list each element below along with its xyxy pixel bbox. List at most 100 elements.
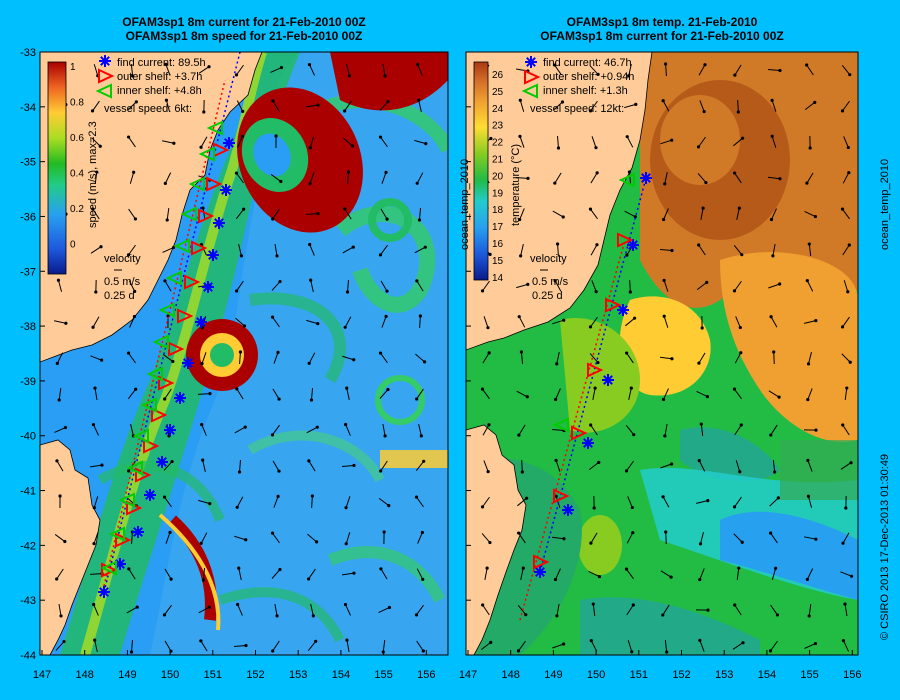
right-legend-find-current: find current: 46.7h xyxy=(543,57,632,69)
velocity-arrow xyxy=(804,643,816,649)
velocity-arrow xyxy=(732,642,744,650)
left-colorbar-tick: 0.4 xyxy=(70,169,84,180)
velocity-arrow-head xyxy=(630,505,634,510)
velocity-arrow-head xyxy=(165,218,169,222)
velocity-arrow xyxy=(770,532,778,544)
velocity-arrow-head xyxy=(383,74,387,78)
velocity-arrow xyxy=(128,244,136,256)
velocity-arrow-head xyxy=(778,282,782,286)
velocity-arrow-head xyxy=(164,62,168,66)
velocity-arrow xyxy=(842,172,850,184)
inner-shelf-marker xyxy=(173,238,190,254)
velocity-arrow-head xyxy=(596,72,600,77)
velocity-arrow-head xyxy=(519,254,523,258)
velocity-arrow-head xyxy=(133,289,137,293)
find-current-marker xyxy=(617,304,629,316)
velocity-arrow-head xyxy=(846,290,850,294)
left-route-markers xyxy=(98,120,235,598)
velocity-arrow xyxy=(552,319,564,325)
velocity-arrow-head xyxy=(517,315,521,319)
velocity-arrow-head xyxy=(663,434,667,438)
velocity-arrow-head xyxy=(698,577,702,582)
velocity-arrow xyxy=(238,568,242,580)
outer-shelf-marker xyxy=(158,375,175,391)
right-colorbar-tick: 23 xyxy=(492,121,504,132)
velocity-arrow xyxy=(734,280,742,292)
left-colorbar: speed (m/s), max=2.3 xyxy=(47,61,99,275)
velocity-arrow xyxy=(306,426,318,434)
velocity-arrow xyxy=(700,208,704,220)
velocity-arrow-head xyxy=(274,134,278,138)
velocity-arrow xyxy=(481,533,491,543)
velocity-arrow-head xyxy=(415,397,419,401)
velocity-arrow-head xyxy=(316,103,320,107)
right-colorbar: temperature (°C) ocean_temp_2010 xyxy=(459,61,522,281)
velocity-arrow-head xyxy=(662,314,666,318)
velocity-arrow xyxy=(552,210,564,218)
velocity-arrow xyxy=(520,244,524,256)
velocity-arrow xyxy=(806,280,814,292)
velocity-arrow-head xyxy=(732,289,737,293)
velocity-arrow xyxy=(590,208,598,220)
velocity-arrow xyxy=(162,140,174,144)
velocity-arrow-head xyxy=(624,567,629,571)
velocity-arrow-head xyxy=(845,386,849,390)
velocity-arrow-head xyxy=(271,99,275,103)
velocity-arrow xyxy=(379,389,389,399)
velocity-arrow-head xyxy=(163,279,167,283)
velocity-arrow-head xyxy=(594,290,598,294)
velocity-arrow xyxy=(625,317,635,327)
right-colorbar-tick: 20 xyxy=(492,171,504,182)
velocity-arrow-head xyxy=(126,351,131,355)
velocity-arrow xyxy=(659,356,673,360)
velocity-arrow-head xyxy=(700,326,704,330)
velocity-arrow-head xyxy=(382,530,386,534)
velocity-arrow-head xyxy=(487,351,491,355)
velocity-arrow xyxy=(700,423,704,437)
velocity-arrow-head xyxy=(415,279,419,283)
velocity-arrow xyxy=(238,244,242,256)
velocity-arrow-head xyxy=(737,566,741,570)
velocity-arrow-head xyxy=(768,649,773,653)
velocity-arrow xyxy=(272,532,280,544)
velocity-arrow xyxy=(309,136,315,148)
velocity-arrow-head xyxy=(702,110,706,114)
velocity-arrow-head xyxy=(92,542,96,546)
velocity-arrow xyxy=(557,243,559,257)
velocity-arrow-head xyxy=(519,350,524,354)
left-velocity-label: velocity xyxy=(104,253,141,265)
velocity-arrow-head xyxy=(95,170,99,174)
velocity-arrow xyxy=(419,315,421,329)
velocity-arrow-head xyxy=(562,318,566,322)
x-tick-label: 156 xyxy=(417,669,435,681)
y-tick-label: -41 xyxy=(20,486,36,498)
outer-shelf-marker xyxy=(151,407,168,423)
velocity-arrow-head xyxy=(418,314,422,318)
velocity-arrow xyxy=(382,639,386,653)
right-arrow-field xyxy=(480,62,854,654)
velocity-arrow xyxy=(309,172,315,184)
velocity-arrow xyxy=(844,603,848,617)
velocity-arrow-head xyxy=(351,245,355,249)
velocity-arrow xyxy=(660,139,672,145)
velocity-arrow xyxy=(310,387,314,401)
velocity-arrow-head xyxy=(594,146,598,150)
find-current-marker xyxy=(174,392,186,404)
velocity-arrow xyxy=(768,390,780,398)
velocity-arrow xyxy=(517,497,527,507)
velocity-arrow xyxy=(737,99,739,113)
velocity-arrow-head xyxy=(422,459,426,463)
velocity-arrow-head xyxy=(279,179,283,184)
velocity-arrow-head xyxy=(741,641,745,645)
velocity-arrow xyxy=(92,208,100,220)
velocity-arrow-head xyxy=(488,252,492,257)
velocity-arrow xyxy=(414,139,426,145)
velocity-arrow-head xyxy=(561,215,565,219)
velocity-arrow xyxy=(58,604,62,616)
velocity-arrow xyxy=(590,424,598,436)
velocity-arrow xyxy=(200,640,208,652)
velocity-arrow xyxy=(381,316,387,328)
velocity-arrow xyxy=(734,388,742,400)
velocity-arrow-head xyxy=(385,217,389,221)
